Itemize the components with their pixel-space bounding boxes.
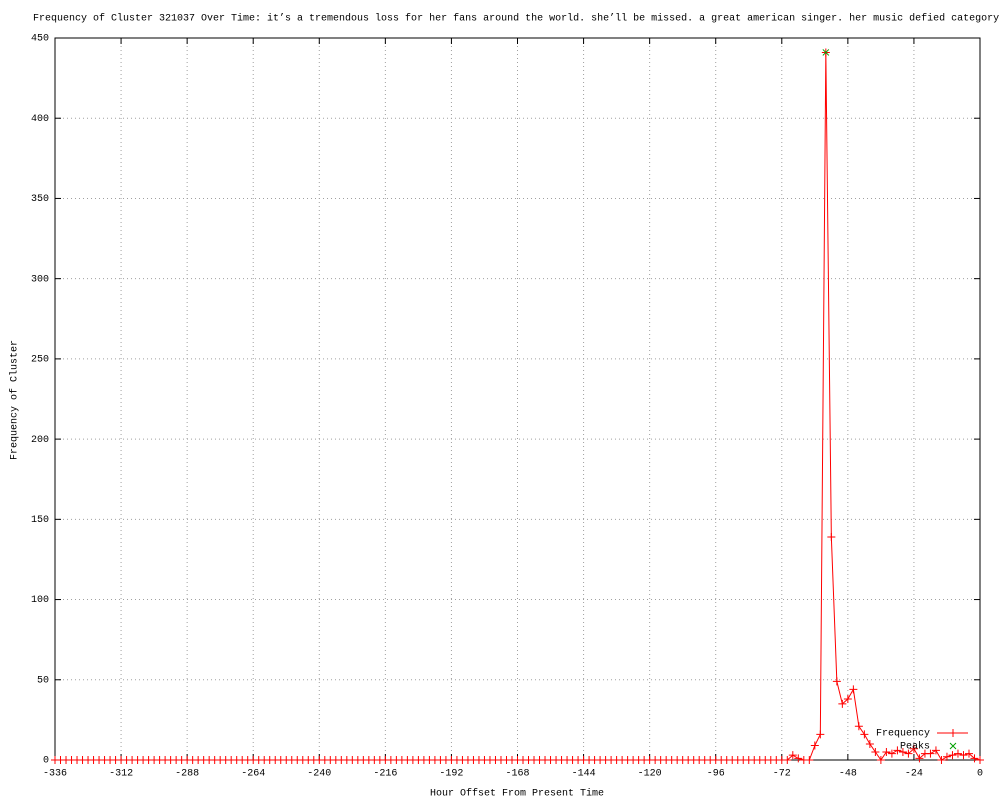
x-tick-label: -264 — [241, 769, 265, 780]
y-tick-label: 350 — [31, 194, 49, 205]
data-point — [816, 730, 825, 739]
x-tick-label: -72 — [773, 769, 791, 780]
x-tick-label: -192 — [439, 769, 463, 780]
data-point — [904, 749, 913, 758]
data-point — [822, 49, 830, 56]
data-point — [788, 751, 797, 760]
data-point — [942, 752, 951, 761]
data-point — [876, 756, 885, 764]
data-point — [783, 756, 792, 764]
y-tick-label: 400 — [31, 114, 49, 125]
y-tick-label: 200 — [31, 435, 49, 446]
x-tick-label: -120 — [638, 769, 662, 780]
data-point — [832, 677, 841, 686]
data-point — [948, 751, 957, 760]
data-point — [882, 747, 891, 756]
x-tick-label: -216 — [373, 769, 397, 780]
data-point — [898, 747, 907, 756]
data-point — [893, 746, 902, 755]
chart-title: Frequency of Cluster 321037 Over Time: i… — [33, 13, 999, 25]
data-point — [964, 749, 973, 758]
data-point — [970, 754, 979, 763]
data-point — [937, 756, 946, 764]
legend-marker — [949, 742, 957, 750]
x-tick-label: -48 — [839, 769, 857, 780]
x-tick-label: 0 — [977, 769, 983, 780]
data-point — [926, 749, 935, 758]
legend-label: Frequency — [876, 729, 930, 740]
data-point — [843, 695, 852, 704]
data-point — [959, 751, 968, 760]
x-tick-label: -144 — [572, 769, 596, 780]
data-point — [931, 746, 940, 755]
y-tick-label: 250 — [31, 355, 49, 366]
legend-label: Peaks — [900, 741, 930, 753]
data-point — [871, 747, 880, 756]
y-tick-label: 300 — [31, 274, 49, 285]
x-tick-label: -24 — [905, 769, 923, 780]
data-point — [794, 754, 803, 763]
y-axis-label: Frequency of Cluster — [9, 340, 21, 460]
y-tick-label: 50 — [37, 675, 49, 686]
x-tick-label: -312 — [109, 769, 133, 780]
x-tick-label: -168 — [505, 769, 529, 780]
data-point — [909, 744, 918, 753]
data-point — [854, 722, 863, 731]
x-tick-label: -240 — [307, 769, 331, 780]
y-tick-label: 100 — [31, 595, 49, 606]
data-point — [810, 741, 819, 750]
x-tick-label: -336 — [43, 769, 67, 780]
y-tick-label: 450 — [31, 34, 49, 45]
legend-marker — [949, 729, 957, 737]
y-tick-label: 0 — [43, 756, 49, 767]
data-point — [860, 730, 869, 739]
data-point — [827, 532, 836, 541]
x-tick-label: -288 — [175, 769, 199, 780]
data-point — [953, 749, 962, 758]
data-point — [805, 756, 814, 764]
data-point — [865, 739, 874, 748]
y-tick-label: 150 — [31, 515, 49, 526]
data-point — [887, 749, 896, 758]
x-axis-label: Hour Offset From Present Time — [430, 788, 604, 800]
x-tick-label: -96 — [707, 769, 725, 780]
data-point — [838, 699, 847, 708]
data-point — [915, 754, 924, 763]
data-point — [976, 756, 984, 764]
data-point — [849, 685, 858, 694]
